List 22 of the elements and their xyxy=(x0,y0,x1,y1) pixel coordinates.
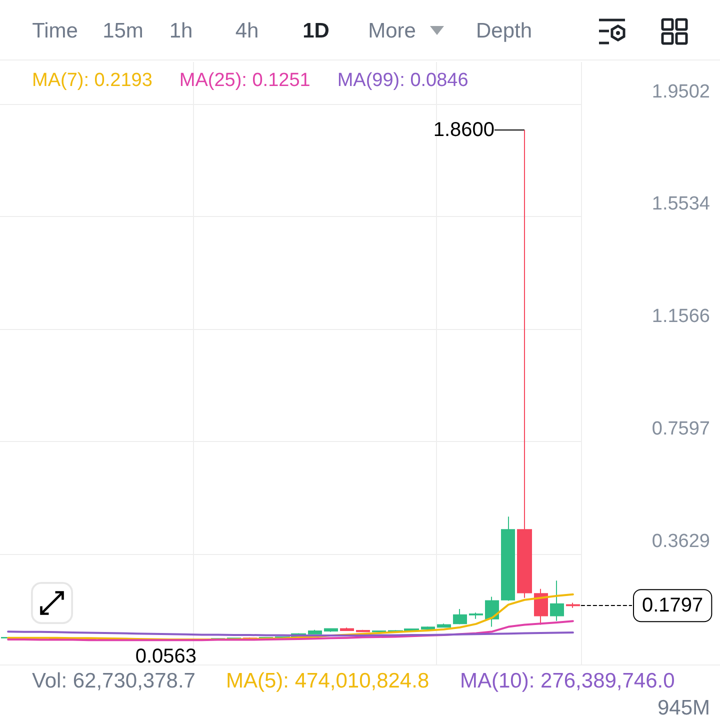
y-tick-label: 1.9502 xyxy=(652,81,710,102)
y-tick-label: 0.7597 xyxy=(652,418,710,440)
text: MA(10): 276,389,746.0 xyxy=(460,670,675,692)
y-tick-label: 1.5534 xyxy=(652,194,710,215)
text: MA(99): 0.0846 xyxy=(337,70,468,91)
text: Time xyxy=(32,20,78,42)
text: More xyxy=(368,20,416,42)
text: 1h xyxy=(169,20,193,42)
y-tick-label: 1.1566 xyxy=(652,306,710,328)
text: 4h xyxy=(235,20,259,42)
text: Depth xyxy=(476,20,532,42)
text: MA(5): 474,010,824.8 xyxy=(226,670,430,692)
text: MA(7): 0.2193 xyxy=(32,70,152,91)
text: Vol: 62,730,378.7 xyxy=(32,670,196,692)
annotation: 0.0563 xyxy=(135,646,196,668)
text: 945M xyxy=(657,696,710,720)
text: MA(25): 0.1251 xyxy=(179,70,310,91)
text: 1D xyxy=(302,20,330,42)
text: 15m xyxy=(102,20,144,42)
annotation: 1.8600 xyxy=(433,118,495,141)
y-tick-label: 0.3629 xyxy=(652,530,710,552)
ref-line-label: 0.1797 xyxy=(642,594,704,617)
